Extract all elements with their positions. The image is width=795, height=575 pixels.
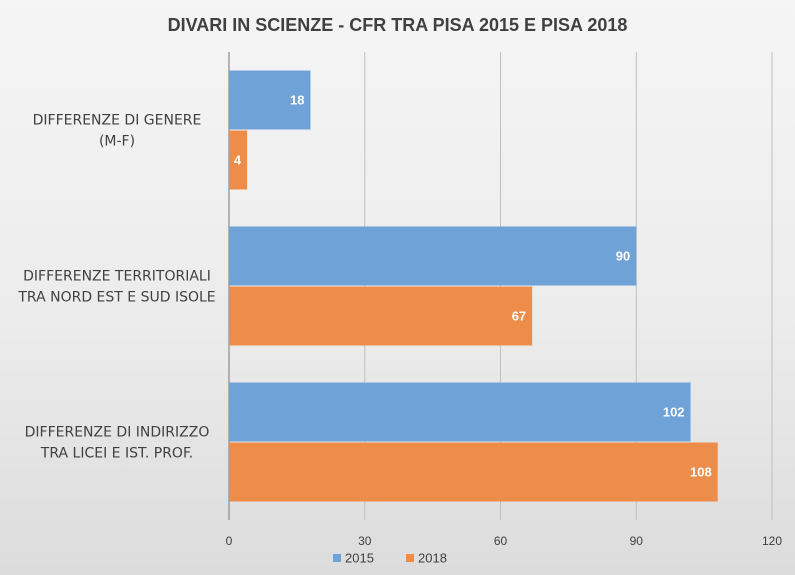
data-label-2018-cat-1: 4 [234,153,242,168]
category-label-2-line-2: TRA NORD EST E SUD ISOLE [17,290,215,306]
x-tick-label-30: 30 [358,534,372,548]
x-tick-label-90: 90 [630,534,644,548]
bar-2018-cat-3 [229,442,718,502]
legend: 2015 2018 [333,551,447,566]
chart-title: DIVARI IN SCIENZE - CFR TRA PISA 2015 E … [168,15,628,35]
legend-label-2015: 2015 [345,551,374,566]
legend-swatch-2018 [406,554,414,562]
category-labels: DIFFERENZE DI GENERE (M-F) DIFFERENZE TERR… [17,113,215,462]
bars [229,70,718,502]
data-label-2015-cat-2: 90 [616,249,630,264]
bar-2018-cat-2 [229,286,533,346]
legend-swatch-2015 [333,554,341,562]
gridlines [228,52,773,520]
x-axis-ticks: 0 30 60 90 120 [226,534,783,548]
data-label-2015-cat-3: 102 [663,405,685,420]
data-label-2018-cat-3: 108 [690,465,712,480]
category-label-1-line-2: (M-F) [99,134,135,150]
x-tick-label-120: 120 [762,534,782,548]
data-label-2015-cat-1: 18 [290,93,304,108]
bar-2015-cat-3 [229,382,691,442]
legend-label-2018: 2018 [418,551,447,566]
category-label-1-line-1: DIFFERENZE DI GENERE [33,113,202,129]
category-label-3-line-1: DIFFERENZE DI INDIRIZZO [25,425,210,441]
bar-2018-cat-1 [229,130,248,190]
bar-2015-cat-1 [229,70,311,130]
x-tick-label-0: 0 [226,534,233,548]
category-label-2-line-1: DIFFERENZE TERRITORIALI [23,269,211,285]
category-label-3-line-2: TRA LICEI E IST. PROF. [40,446,193,462]
data-labels: 18 4 90 67 102 108 [234,93,712,480]
data-label-2018-cat-2: 67 [512,309,526,324]
x-tick-label-60: 60 [494,534,508,548]
bar-2015-cat-2 [229,226,637,286]
